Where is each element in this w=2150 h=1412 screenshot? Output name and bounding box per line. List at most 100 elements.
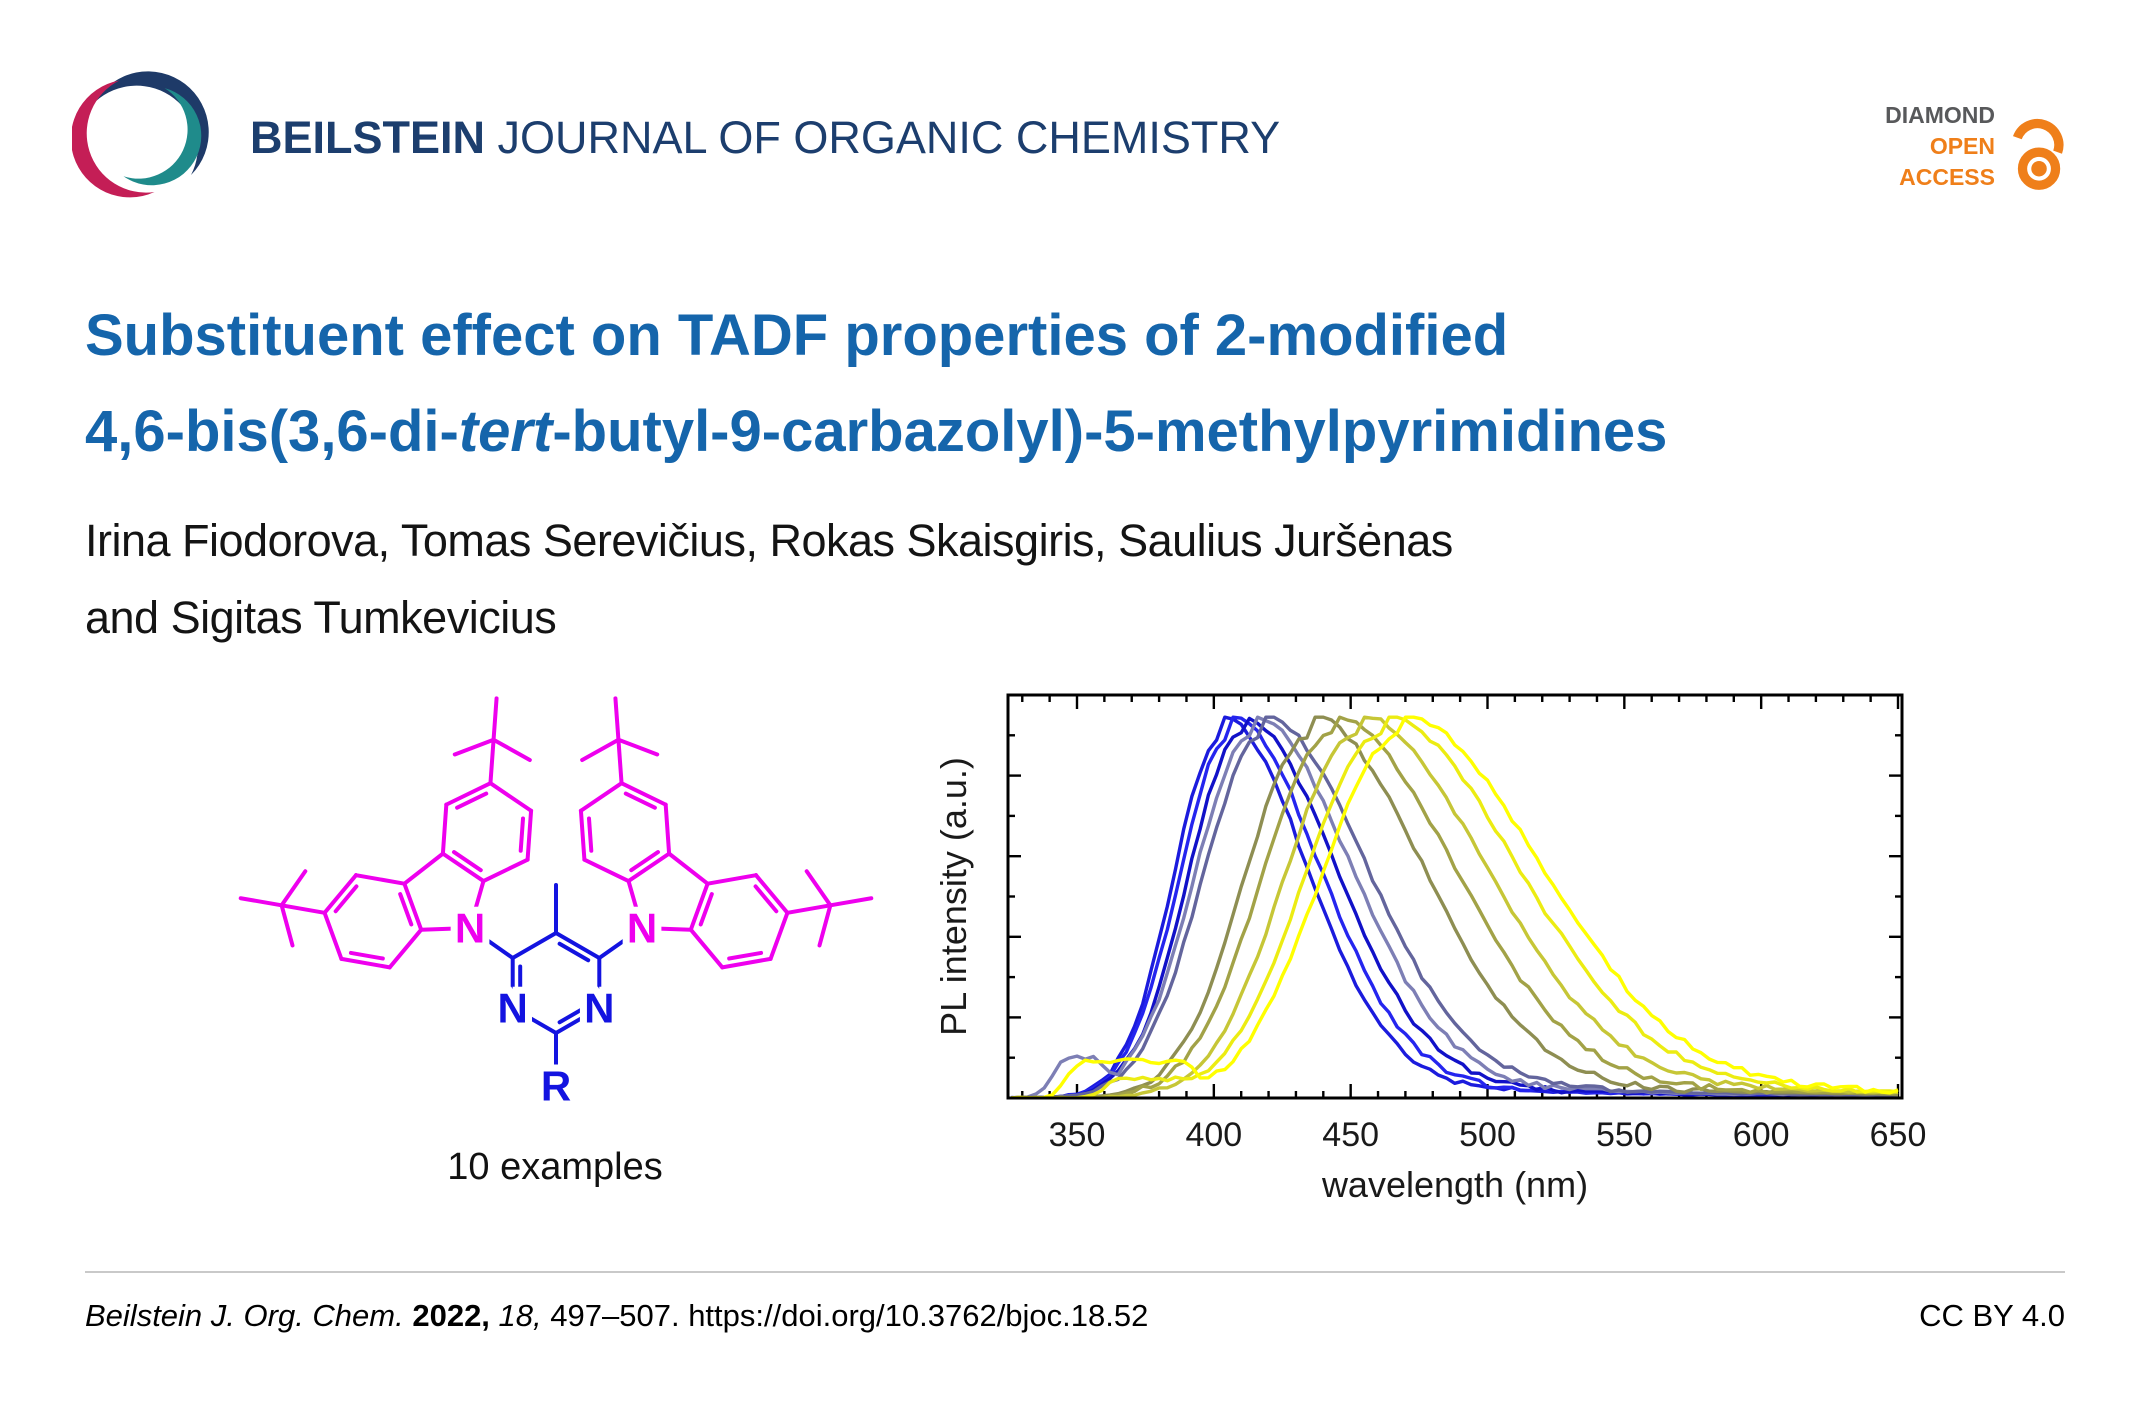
- bond: [444, 781, 493, 807]
- paper-title-line2: 4,6-bis(3,6-di-tert-butyl-9-carbazolyl)-…: [85, 384, 1985, 480]
- bond: [398, 892, 414, 927]
- bond: [623, 791, 657, 810]
- citation-year: 2022,: [412, 1298, 499, 1333]
- license-badge: CC BY 4.0: [1919, 1298, 2065, 1333]
- bond: [279, 869, 308, 908]
- bond: [720, 956, 773, 970]
- bond: [488, 781, 534, 813]
- bond: [580, 737, 621, 762]
- divider: [85, 1271, 2065, 1273]
- bond: [616, 737, 624, 786]
- bond: [557, 1003, 591, 1025]
- bond: [554, 931, 602, 960]
- spectrum-curve-spectrum-3: [1011, 716, 1899, 1097]
- bond: [402, 881, 424, 932]
- spectrum-curve-spectrum-4: [1011, 715, 1899, 1097]
- bond: [322, 873, 359, 915]
- bond: [419, 926, 472, 932]
- lock-keyhole-dot: [2031, 160, 2047, 177]
- bond: [339, 956, 392, 970]
- pl-spectra-chart: 350 400 450 500 550 600 650 wavelength (nm) PL i…: [940, 693, 1927, 1205]
- bond: [491, 737, 532, 762]
- oa-diamond-line: DIAMOND: [1885, 102, 1995, 128]
- atom-label-n-carbazole-left: N: [455, 905, 485, 952]
- logo-arc-crimson: [72, 80, 155, 198]
- spectrum-curve-spectrum-6: [1011, 715, 1899, 1097]
- citation-doi-link[interactable]: https://doi.org/10.3762/bjoc.18.52: [688, 1298, 1149, 1333]
- citation-volume: 18,: [498, 1298, 551, 1333]
- x-tick-label: 350: [1049, 1116, 1106, 1154]
- bond: [626, 879, 644, 930]
- atom-label-n-ring-left: N: [498, 985, 528, 1032]
- bond: [753, 884, 779, 914]
- spectrum-curve-spectrum-8: [1011, 715, 1899, 1097]
- bond: [817, 903, 833, 948]
- molecule-structure: N NN NR: [238, 696, 874, 1117]
- title-line2-pre: 4,6-bis(3,6-di-: [85, 399, 459, 464]
- bond: [440, 802, 449, 856]
- atom-label-n-ring-right: N: [584, 985, 614, 1032]
- bond: [629, 850, 661, 873]
- logo-arc-teal: [123, 88, 202, 186]
- x-tick-label: 400: [1185, 1116, 1242, 1154]
- spectrum-curve-spectrum-7: [1011, 715, 1899, 1097]
- y-axis-label: PL intensity (a.u.): [940, 757, 974, 1036]
- bond: [279, 903, 295, 948]
- bond: [510, 1006, 558, 1035]
- journal-name-bold: BEILSTEIN: [250, 112, 486, 163]
- open-access-lock-icon: [2012, 118, 2064, 190]
- x-axis-label: wavelength (nm): [1321, 1164, 1588, 1205]
- bond: [481, 857, 530, 884]
- authors-line1: Irina Fiodorova, Tomas Serevičius, Rokas…: [85, 515, 1453, 566]
- title-line2-post: -butyl-9-carbazolyl)-5-methylpyrimidines: [552, 399, 1668, 464]
- bond: [333, 884, 359, 914]
- bond: [238, 896, 284, 908]
- bond: [468, 879, 486, 930]
- bond: [616, 737, 660, 757]
- oa-open-line: OPEN: [1929, 133, 1995, 159]
- citation-journal: Beilstein J. Org. Chem.: [85, 1298, 413, 1333]
- lock-shackle: [2012, 118, 2064, 154]
- bond: [348, 950, 385, 961]
- bond: [488, 737, 496, 786]
- x-tick-label: 450: [1322, 1116, 1379, 1154]
- x-tick-label: 550: [1596, 1116, 1653, 1154]
- bond: [455, 791, 489, 810]
- bond: [613, 696, 621, 742]
- spectrum-curve-spectrum-2: [1011, 715, 1899, 1097]
- bond: [578, 781, 624, 813]
- spectrum-curve-spectrum-9: [1011, 715, 1899, 1097]
- bond: [557, 941, 591, 963]
- citation: Beilstein J. Org. Chem. 2022, 18, 497–50…: [85, 1298, 1148, 1334]
- x-tick-label: 650: [1870, 1116, 1927, 1154]
- bond: [510, 931, 558, 960]
- bond: [727, 950, 764, 961]
- citation-pages: 497–507.: [550, 1298, 689, 1333]
- bond: [582, 857, 631, 884]
- bond: [804, 869, 833, 908]
- bond: [597, 926, 644, 960]
- bond: [491, 696, 499, 742]
- bond: [402, 851, 445, 886]
- bond: [667, 851, 710, 886]
- bond: [468, 926, 515, 960]
- spectrum-curve-spectrum-1: [1011, 715, 1899, 1097]
- bond: [753, 873, 790, 915]
- spectrum-curve-spectrum-10: [1011, 715, 1899, 1097]
- bond: [705, 873, 758, 886]
- diamond-open-access-label: DIAMOND OPEN ACCESS: [1790, 100, 1995, 193]
- oa-access-line: ACCESS: [1899, 164, 1995, 190]
- bond: [768, 910, 790, 961]
- lock-body: [2017, 147, 2061, 190]
- bond: [688, 927, 725, 970]
- atom-label-n-carbazole-right: N: [627, 905, 657, 952]
- journal-name: BEILSTEIN JOURNAL OF ORGANIC CHEMISTRY: [250, 112, 1280, 164]
- bond: [578, 808, 587, 862]
- paper-title: Substituent effect on TADF properties of…: [85, 288, 1985, 480]
- x-tick-label: 600: [1733, 1116, 1790, 1154]
- bond: [785, 903, 833, 915]
- molecule-caption: 10 examples: [447, 1146, 663, 1188]
- paper-title-line1: Substituent effect on TADF properties of…: [85, 303, 1509, 368]
- bond: [698, 892, 714, 927]
